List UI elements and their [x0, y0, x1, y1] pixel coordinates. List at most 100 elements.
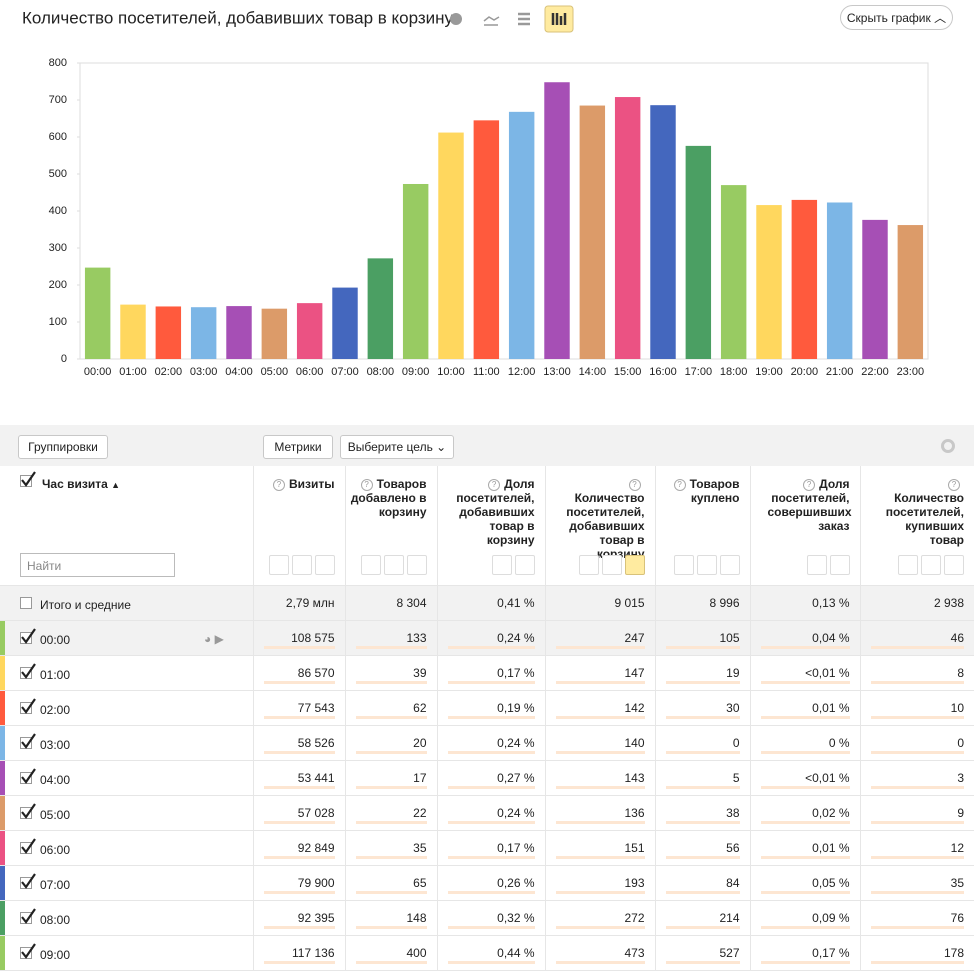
value-cell: 214	[654, 900, 750, 936]
view-icon[interactable]	[314, 554, 335, 575]
checkbox[interactable]	[20, 872, 36, 889]
view-icon[interactable]	[601, 554, 622, 575]
check-mark	[21, 872, 36, 889]
y-tick-label: 200	[49, 279, 67, 291]
view-icon[interactable]	[514, 554, 535, 575]
area-icon[interactable]	[518, 12, 530, 26]
value-track	[665, 820, 740, 824]
checkbox[interactable]	[20, 596, 32, 609]
data-row: 06:00 92 849 35 0,17 % 151 56 0,01 % 12	[0, 830, 974, 866]
view-icon[interactable]	[624, 554, 645, 575]
view-icon[interactable]	[673, 554, 694, 575]
view-icon[interactable]	[719, 554, 740, 575]
help-icon[interactable]: ?	[272, 479, 285, 491]
column-name[interactable]: Доля посетителей, совершивших заказ	[767, 477, 852, 533]
x-tick-label: 06:00	[296, 366, 324, 378]
chart-type-switch[interactable]	[450, 5, 574, 33]
view-icon[interactable]	[383, 554, 404, 575]
view-icon[interactable]	[291, 554, 312, 575]
view-icon[interactable]	[360, 554, 381, 575]
sort-indicator[interactable]: ▲	[111, 480, 121, 490]
checkbox[interactable]	[20, 907, 36, 924]
value-track	[355, 925, 427, 929]
checkbox[interactable]	[20, 627, 36, 644]
header-cell: ? Доля посетителей, добавивших товар в ко…	[436, 466, 545, 586]
hide-chart-button[interactable]: Скрыть график ︿	[840, 5, 953, 30]
x-tick-label: 13:00	[543, 366, 571, 378]
goal-dropdown[interactable]: Выберите цель ⌄	[340, 435, 454, 459]
y-tick-label: 500	[49, 168, 67, 180]
data-row: 03:00 58 526 20 0,24 % 140 0 0 % 0	[0, 725, 974, 761]
groupings-button[interactable]: Группировки	[18, 435, 108, 459]
x-tick-label: 14:00	[579, 366, 607, 378]
value-cell: 3	[859, 760, 974, 796]
header-cell: ? Товаров добавлено в корзину	[344, 466, 437, 586]
cell-value: 140	[624, 735, 645, 750]
help-icon[interactable]: ?	[488, 479, 501, 491]
column-name[interactable]: Визиты	[288, 477, 335, 491]
cell-value: 39	[413, 665, 427, 680]
value-track	[760, 820, 850, 824]
data-row: 07:00 79 900 65 0,26 % 193 84 0,05 % 35	[0, 865, 974, 901]
cell-value: 8	[957, 665, 964, 680]
view-icon[interactable]	[491, 554, 512, 575]
bar-icon[interactable]	[544, 5, 574, 33]
checkbox[interactable]	[20, 942, 36, 959]
view-icon[interactable]	[829, 554, 850, 575]
cell-value: 12	[950, 840, 964, 855]
checkbox[interactable]	[20, 802, 36, 819]
checkbox[interactable]	[20, 732, 36, 749]
checkbox[interactable]	[20, 662, 36, 679]
view-icon[interactable]	[578, 554, 599, 575]
value-track	[447, 715, 535, 719]
value-cell: 9	[859, 795, 974, 831]
column-name[interactable]: Товаров куплено	[689, 477, 740, 505]
checkbox[interactable]	[20, 697, 36, 714]
checkbox[interactable]	[20, 471, 36, 487]
view-icons	[806, 554, 850, 575]
row-label: 05:00	[40, 807, 71, 822]
x-tick-label: 17:00	[685, 366, 713, 378]
value-cell: 5	[654, 760, 750, 796]
view-icon[interactable]	[944, 554, 964, 575]
value-track	[447, 750, 535, 754]
value-cell: 57 028	[252, 795, 345, 831]
view-icon[interactable]	[406, 554, 427, 575]
help-icon[interactable]: ?	[360, 479, 373, 491]
cell-value: 0,04 %	[812, 630, 850, 645]
line-icon[interactable]	[483, 16, 500, 26]
view-icon[interactable]	[921, 554, 941, 575]
x-tick-label: 03:00	[190, 366, 218, 378]
column-name[interactable]: Количество посетителей, купивших товар	[885, 491, 964, 547]
cell-value: 35	[413, 840, 427, 855]
row-label: 00:00	[40, 632, 71, 647]
view-icon[interactable]	[898, 554, 918, 575]
column-name[interactable]: Товаров добавлено в корзину	[350, 477, 427, 519]
checkbox[interactable]	[20, 837, 36, 854]
column-name[interactable]: Доля посетителей, добавивших товар в кор…	[456, 477, 535, 547]
metrics-button[interactable]: Метрики	[263, 435, 333, 459]
search-input[interactable]: Найти	[20, 553, 175, 577]
value-track	[760, 855, 850, 859]
row-actions[interactable]: ◕ ▶	[204, 631, 224, 646]
help-icon[interactable]: ?	[673, 479, 686, 491]
settings-icon[interactable]	[941, 439, 955, 453]
y-tick-label: 800	[49, 57, 67, 69]
row-color	[0, 690, 5, 725]
cell-value: 30	[726, 700, 740, 715]
checkbox[interactable]	[20, 767, 36, 784]
view-icon[interactable]	[806, 554, 827, 575]
y-tick-label: 600	[49, 131, 67, 143]
row-color	[0, 900, 5, 935]
column-name[interactable]: Количество посетителей, добавивших товар…	[566, 491, 645, 561]
pie-icon[interactable]	[450, 13, 462, 25]
view-icon[interactable]	[268, 554, 289, 575]
help-icon[interactable]: ?	[803, 479, 816, 491]
cell-value: 0,41 %	[497, 595, 535, 610]
help-icon[interactable]: ?	[948, 479, 960, 491]
value-cell: 0	[654, 725, 750, 761]
help-icon[interactable]: ?	[628, 479, 641, 491]
view-icon[interactable]	[696, 554, 717, 575]
bar	[791, 199, 818, 359]
chart-title: Количество посетителей, добавивших товар…	[22, 8, 454, 27]
